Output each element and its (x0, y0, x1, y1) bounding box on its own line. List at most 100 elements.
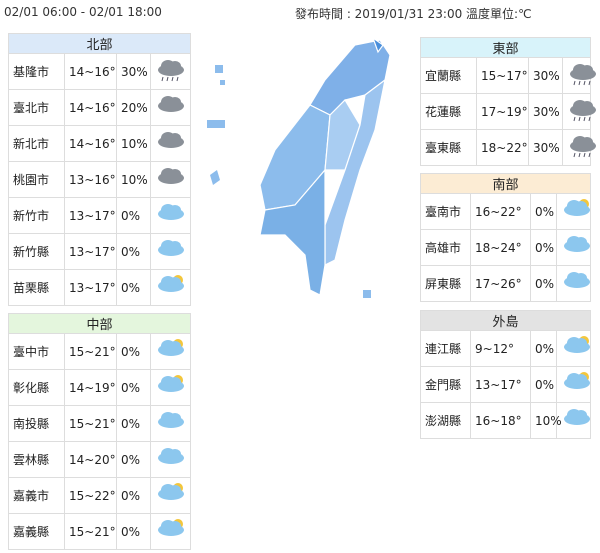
city-name[interactable]: 臺北市 (8, 89, 65, 126)
temperature: 13~17° (64, 233, 117, 270)
rain-probability: 30% (528, 93, 563, 130)
partly-sunny-icon (149, 477, 192, 514)
temperature: 16~18° (470, 402, 531, 439)
cloud-icon (555, 229, 592, 266)
city-name[interactable]: 新北市 (8, 125, 65, 162)
rain-probability: 0% (116, 477, 151, 514)
city-name[interactable]: 苗栗縣 (8, 269, 65, 306)
rain-probability: 0% (116, 269, 151, 306)
table-row[interactable]: 基隆市 14~16° 30% (8, 53, 192, 90)
city-name[interactable]: 臺南市 (420, 193, 471, 230)
temperature: 18~24° (470, 229, 531, 266)
city-name[interactable]: 彰化縣 (8, 369, 65, 406)
city-name[interactable]: 臺中市 (8, 333, 65, 370)
city-name[interactable]: 基隆市 (8, 53, 65, 90)
temperature: 16~22° (470, 193, 531, 230)
cloud-icon (149, 233, 192, 270)
table-row[interactable]: 臺北市 14~16° 20% (8, 89, 192, 126)
temperature: 15~21° (64, 513, 117, 550)
region-header: 南部 (419, 173, 592, 194)
city-name[interactable]: 高雄市 (420, 229, 471, 266)
table-row[interactable]: 新竹市 13~17° 0% (8, 197, 192, 234)
issue-time: 發布時間 : 2019/01/31 23:00 溫度單位:℃ (295, 7, 532, 21)
temperature: 14~19° (64, 369, 117, 406)
city-name[interactable]: 嘉義縣 (8, 513, 65, 550)
partly-sunny-icon (149, 369, 192, 406)
table-row[interactable]: 金門縣 13~17° 0% (420, 366, 592, 403)
partly-sunny-icon (149, 513, 192, 550)
table-row[interactable]: 花蓮縣 17~19° 30% (420, 93, 596, 130)
rain-probability: 10% (116, 125, 151, 162)
map-north (309, 39, 391, 116)
region-table: 北部 基隆市 14~16° 30% 臺北市 14~16° 20% 新北市 14~16° 10% 桃園… (7, 33, 192, 306)
table-row[interactable]: 臺東縣 18~22° 30% (420, 129, 596, 166)
rain-icon (561, 93, 596, 130)
city-name[interactable]: 澎湖縣 (420, 402, 471, 439)
cloud-icon (149, 197, 192, 234)
rain-probability: 0% (116, 197, 151, 234)
partly-sunny-icon (555, 330, 592, 367)
temperature: 14~20° (64, 441, 117, 478)
table-row[interactable]: 澎湖縣 16~18° 10% (420, 402, 592, 439)
partly-sunny-icon (149, 269, 192, 306)
city-name[interactable]: 新竹市 (8, 197, 65, 234)
table-row[interactable]: 高雄市 18~24° 0% (420, 229, 592, 266)
region-table: 外島 連江縣 9~12° 0% 金門縣 13~17° 0% 澎湖縣 16~18° 10% (419, 310, 592, 439)
temperature: 14~16° (64, 125, 117, 162)
rain-icon (149, 53, 192, 90)
map-east (324, 78, 386, 266)
city-name[interactable]: 連江縣 (420, 330, 471, 367)
map-kinmen (207, 120, 225, 128)
rain-probability: 0% (530, 265, 557, 302)
temperature: 15~22° (64, 477, 117, 514)
partly-sunny-icon (555, 366, 592, 403)
table-row[interactable]: 嘉義市 15~22° 0% (8, 477, 192, 514)
map-penghu (210, 170, 220, 185)
temperature: 9~12° (470, 330, 531, 367)
dark-cloud-icon (149, 125, 192, 162)
table-row[interactable]: 雲林縣 14~20° 0% (8, 441, 192, 478)
rain-icon (561, 57, 596, 94)
table-row[interactable]: 苗栗縣 13~17° 0% (8, 269, 192, 306)
rain-probability: 30% (528, 129, 563, 166)
table-row[interactable]: 彰化縣 14~19° 0% (8, 369, 192, 406)
temperature: 15~21° (64, 333, 117, 370)
table-row[interactable]: 新竹縣 13~17° 0% (8, 233, 192, 270)
city-name[interactable]: 桃園市 (8, 161, 65, 198)
rain-probability: 0% (116, 369, 151, 406)
cloud-icon (149, 441, 192, 478)
taiwan-map[interactable] (195, 20, 405, 310)
table-row[interactable]: 臺中市 15~21° 0% (8, 333, 192, 370)
rain-probability: 0% (116, 233, 151, 270)
temperature: 17~26° (470, 265, 531, 302)
table-row[interactable]: 新北市 14~16° 10% (8, 125, 192, 162)
table-row[interactable]: 宜蘭縣 15~17° 30% (420, 57, 596, 94)
temperature: 17~19° (476, 93, 529, 130)
map-matsu (215, 65, 223, 73)
table-row[interactable]: 臺南市 16~22° 0% (420, 193, 592, 230)
map-orchid-island (363, 290, 371, 298)
table-row[interactable]: 南投縣 15~21° 0% (8, 405, 192, 442)
city-name[interactable]: 南投縣 (8, 405, 65, 442)
rain-probability: 0% (116, 513, 151, 550)
region-header: 中部 (7, 313, 192, 334)
city-name[interactable]: 臺東縣 (420, 129, 477, 166)
table-row[interactable]: 桃園市 13~16° 10% (8, 161, 192, 198)
region-header: 北部 (7, 33, 192, 54)
city-name[interactable]: 宜蘭縣 (420, 57, 477, 94)
table-row[interactable]: 嘉義縣 15~21° 0% (8, 513, 192, 550)
table-row[interactable]: 連江縣 9~12° 0% (420, 330, 592, 367)
city-name[interactable]: 雲林縣 (8, 441, 65, 478)
temperature: 13~16° (64, 161, 117, 198)
region-header: 外島 (419, 310, 592, 331)
city-name[interactable]: 花蓮縣 (420, 93, 477, 130)
table-row[interactable]: 屏東縣 17~26° 0% (420, 265, 592, 302)
city-name[interactable]: 屏東縣 (420, 265, 471, 302)
cloud-icon (149, 405, 192, 442)
city-name[interactable]: 嘉義市 (8, 477, 65, 514)
city-name[interactable]: 新竹縣 (8, 233, 65, 270)
map-south (259, 168, 326, 296)
city-name[interactable]: 金門縣 (420, 366, 471, 403)
rain-icon (561, 129, 596, 166)
temperature: 14~16° (64, 89, 117, 126)
